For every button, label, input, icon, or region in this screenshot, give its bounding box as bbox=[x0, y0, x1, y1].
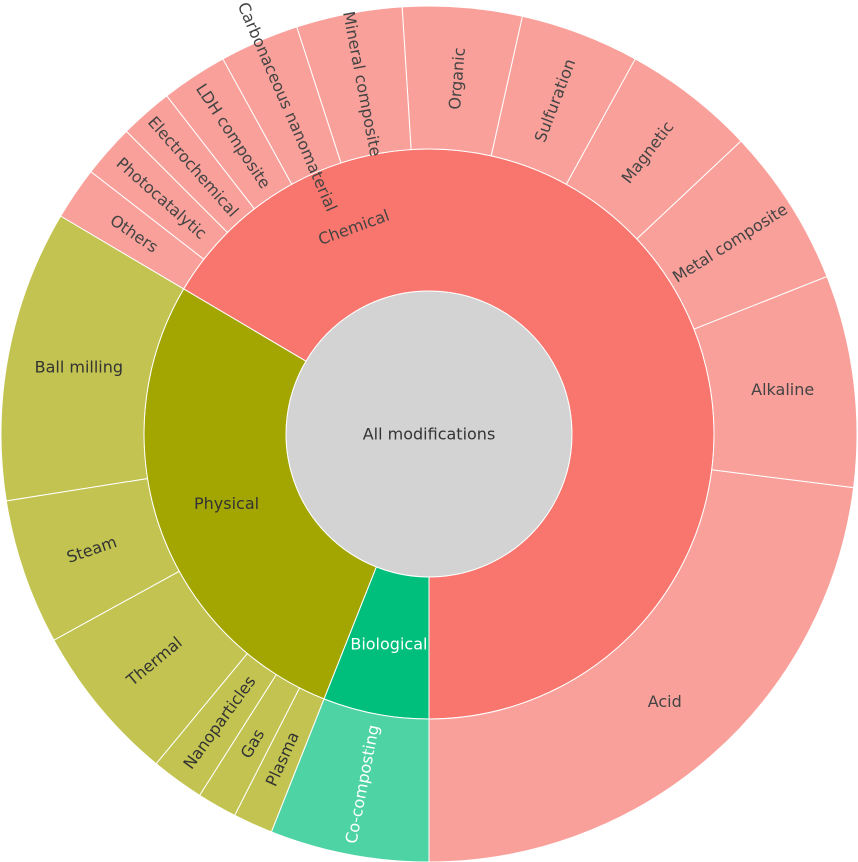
category-label-physical: Physical bbox=[194, 494, 259, 513]
subcategory-label-ball-milling: Ball milling bbox=[35, 358, 123, 377]
subcategory-label-acid: Acid bbox=[648, 692, 682, 711]
subcategory-label-alkaline: Alkaline bbox=[751, 380, 814, 399]
root-label: All modifications bbox=[363, 425, 496, 444]
category-label-biological: Biological bbox=[350, 635, 427, 654]
subcategory-slice-co-composting[interactable] bbox=[270, 698, 430, 862]
subcategory-slice-acid[interactable] bbox=[428, 469, 855, 862]
subcategory-label-organic: Organic bbox=[445, 47, 469, 111]
